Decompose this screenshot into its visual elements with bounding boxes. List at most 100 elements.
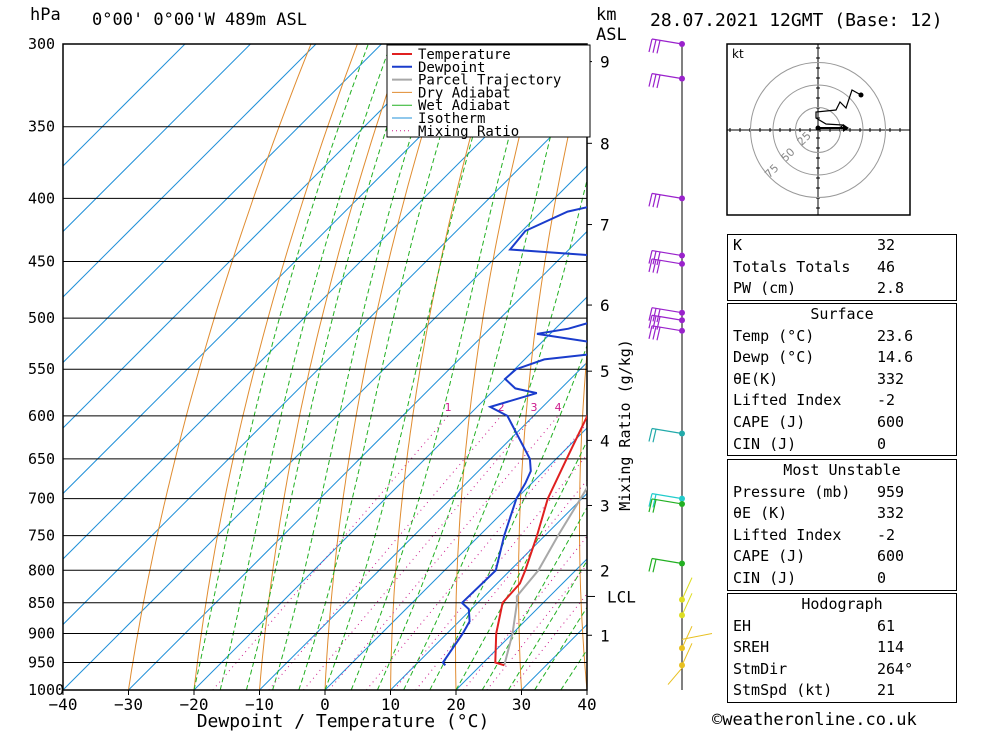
height-tick-label: 5: [600, 362, 610, 381]
isotherm-line: [63, 99, 587, 626]
height-tick-label: 8: [600, 134, 610, 153]
dry-adiabat-line: [193, 44, 358, 690]
dry-adiabat-line: [390, 44, 498, 690]
hodograph-params-title: Hodograph: [801, 595, 883, 613]
copyright-label[interactable]: ©weatheronline.co.uk: [712, 710, 917, 730]
mixing-ratio-line: [328, 415, 559, 690]
pressure-tick-label: 850: [28, 594, 55, 612]
wind-level-dot: [679, 645, 685, 652]
mixing-ratio-tick-label: 1: [445, 401, 452, 414]
surface-row: CAPE (J) 600: [728, 412, 956, 434]
wind-barb-feather: [652, 499, 657, 513]
wind-barb-feather: [648, 258, 653, 273]
wind-barb-staff: [667, 667, 683, 685]
hodograph-endpoint: [858, 92, 864, 98]
hodograph-ring: [772, 84, 864, 176]
wind-barb-feather: [656, 260, 661, 274]
wet-adiabat-line: [193, 44, 369, 690]
dry-adiabat-line: [128, 44, 312, 690]
wind-level-dot: [679, 260, 685, 267]
isotherm-line: [455, 558, 587, 690]
index-label: K: [733, 236, 743, 254]
pressure-tick-label: 950: [28, 653, 55, 671]
hodograph-param-label: StmSpd (kt): [733, 681, 833, 700]
storm-motion-arrowhead: [843, 124, 849, 132]
isotherm-line: [63, 44, 513, 495]
wind-barb-feather: [656, 194, 661, 208]
wind-level-dot: [679, 317, 685, 324]
isotherm-line: [63, 165, 587, 690]
mixing-ratio-tick-label: 6: [590, 401, 597, 414]
dry-adiabat-line: [259, 44, 405, 690]
most-unstable-value: 332: [877, 504, 905, 523]
wind-barb-feather: [656, 74, 661, 89]
hpa-unit-label: hPa: [30, 5, 61, 25]
surface-row: Temp (°C) 23.6: [728, 326, 956, 348]
most-unstable-row: CIN (J) 0: [728, 568, 956, 590]
surface-value: -2: [877, 391, 896, 410]
surface-value: 600: [877, 412, 905, 431]
dry-adiabat-line: [639, 26, 687, 690]
index-row: K 32: [728, 235, 956, 257]
x-tick-label: −20: [180, 695, 209, 714]
hodograph-origin-point: [815, 125, 821, 131]
pressure-tick-label: 550: [28, 360, 55, 378]
indices-box: K 32 Totals Totals 46 PW (cm) 2.8: [727, 234, 957, 301]
wind-level-dot: [679, 309, 685, 316]
wind-barb-feather: [652, 193, 657, 208]
most-unstable-row: Pressure (mb) 959: [728, 482, 956, 504]
wind-barb-staff: [681, 593, 693, 616]
isotherm-line: [390, 492, 587, 690]
most-unstable-row: Lifted Index -2: [728, 525, 956, 547]
wind-barb-feather: [648, 73, 653, 87]
most-unstable-row: CAPE (J) 600: [728, 546, 956, 568]
index-row: Totals Totals 46: [728, 257, 956, 279]
wind-level-dot: [679, 612, 685, 619]
wind-barb-feather: [648, 38, 653, 53]
pressure-tick-label: 400: [28, 189, 55, 207]
index-value: 46: [877, 257, 896, 276]
wind-barb-staff: [651, 249, 683, 257]
x-tick-label: −10: [245, 695, 274, 714]
wind-barb-feather: [648, 428, 653, 442]
surface-label: CAPE (J): [733, 412, 806, 431]
wet-adiabat-line: [245, 44, 416, 690]
mixing-ratio-line: [268, 415, 502, 690]
wind-barb-feather: [652, 259, 657, 273]
wind-barb-feather: [656, 40, 661, 54]
wind-barb-feather: [652, 559, 657, 573]
hodograph-param-value: 61: [877, 616, 896, 635]
surface-label: Temp (°C): [733, 326, 815, 345]
height-tick-label: 4: [600, 431, 610, 450]
wind-barb-feather: [656, 308, 661, 323]
mixing-ratio-line: [366, 422, 587, 690]
x-tick-label: 10: [381, 695, 400, 714]
x-tick-label: −30: [114, 695, 143, 714]
mixing-ratio-tick-label: 16: [678, 401, 692, 414]
mixing-ratio-tick-label: 3: [530, 401, 537, 414]
wind-barb-staff: [651, 493, 683, 500]
hodograph-params-box: Hodograph EH 61 SREH 114 StmDir 264° StmSpd (k…: [727, 593, 957, 703]
hodograph-param-row: StmDir 264°: [728, 659, 956, 681]
wind-barb-staff: [651, 258, 683, 265]
mixing-ratio-line: [393, 454, 587, 690]
hodograph-param-row: EH 61: [728, 616, 956, 638]
hodograph-param-value: 264°: [877, 659, 914, 678]
height-tick-label: 7: [600, 216, 610, 235]
wind-barb-feather: [648, 498, 653, 513]
surface-label: θE(K): [733, 369, 779, 388]
wind-level-dot: [679, 500, 685, 507]
wind-level-dot: [679, 252, 685, 259]
hodograph-param-row: StmSpd (kt) 21: [728, 680, 956, 702]
wind-barb-feather: [652, 494, 657, 508]
surface-row: Dewp (°C) 14.6: [728, 347, 956, 369]
wind-barb-feather: [652, 326, 657, 340]
wind-level-dot: [679, 596, 685, 603]
series-layer: [441, 206, 587, 667]
wind-level-dot: [679, 560, 685, 567]
hodograph-ring: [750, 62, 886, 198]
x-tick-label: −40: [49, 695, 78, 714]
height-tick-label: 6: [600, 296, 610, 315]
